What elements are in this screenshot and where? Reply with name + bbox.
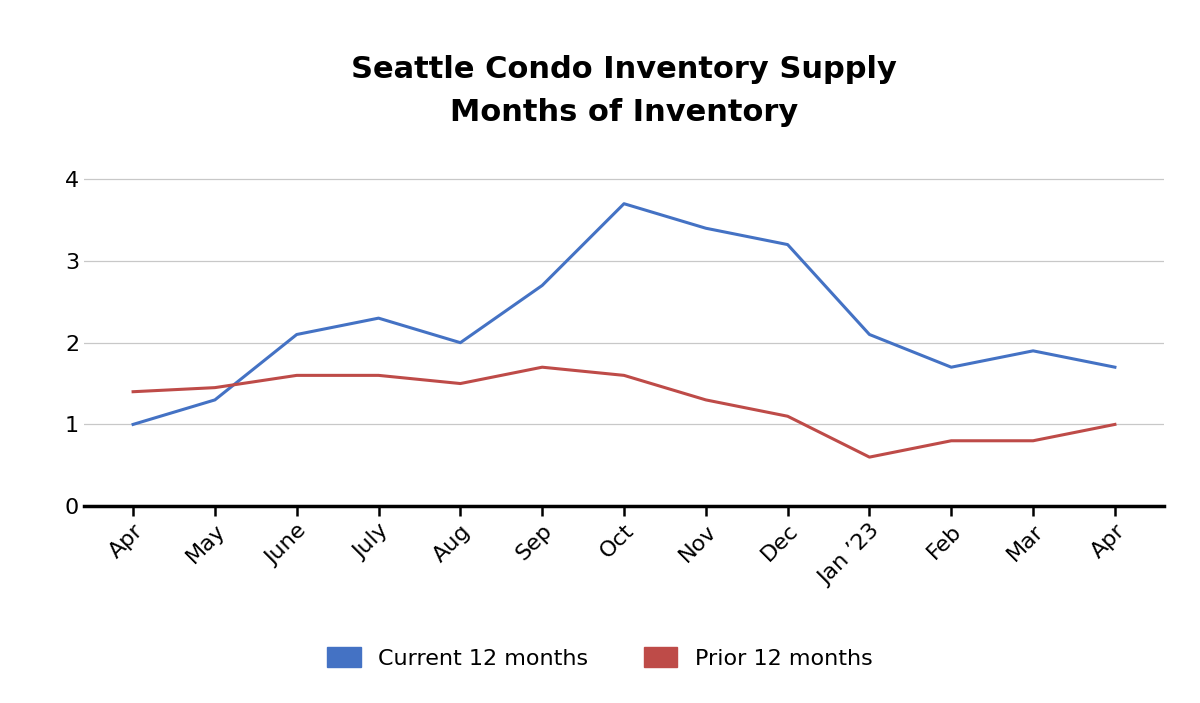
Prior 12 months: [535, 363, 550, 371]
Text: Months of Inventory: Months of Inventory: [450, 98, 798, 127]
Prior 12 months: [289, 371, 304, 380]
Current 12 months: [1026, 347, 1040, 355]
Current 12 months: [863, 330, 877, 339]
Current 12 months: [944, 363, 959, 371]
Current 12 months: [126, 420, 140, 429]
Current 12 months: [371, 314, 385, 323]
Legend: Current 12 months, Prior 12 months: Current 12 months, Prior 12 months: [318, 638, 882, 678]
Prior 12 months: [1108, 420, 1122, 429]
Prior 12 months: [863, 453, 877, 461]
Prior 12 months: [126, 387, 140, 396]
Prior 12 months: [208, 383, 222, 392]
Prior 12 months: [454, 380, 468, 388]
Current 12 months: [454, 338, 468, 347]
Current 12 months: [1108, 363, 1122, 371]
Prior 12 months: [617, 371, 631, 380]
Current 12 months: [617, 200, 631, 208]
Current 12 months: [208, 396, 222, 404]
Prior 12 months: [371, 371, 385, 380]
Text: Seattle Condo Inventory Supply: Seattle Condo Inventory Supply: [352, 56, 896, 84]
Line: Current 12 months: Current 12 months: [133, 204, 1115, 425]
Current 12 months: [289, 330, 304, 339]
Prior 12 months: [1026, 437, 1040, 445]
Prior 12 months: [780, 412, 794, 420]
Current 12 months: [780, 240, 794, 249]
Line: Prior 12 months: Prior 12 months: [133, 367, 1115, 457]
Current 12 months: [698, 224, 713, 233]
Prior 12 months: [698, 396, 713, 404]
Current 12 months: [535, 281, 550, 290]
Prior 12 months: [944, 437, 959, 445]
